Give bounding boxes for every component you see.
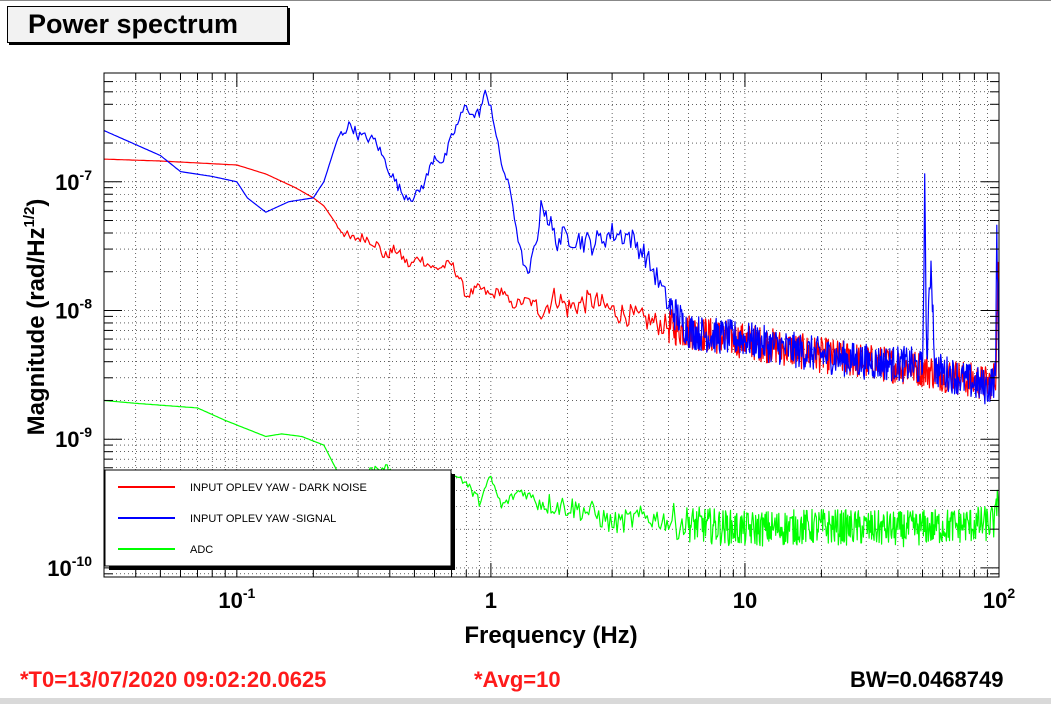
y-axis-label: Magnitude (rad/Hz1/2) <box>21 199 50 436</box>
x-tick-label: 10-1 <box>218 585 255 613</box>
legend-label-dark-noise: INPUT OPLEV YAW - DARK NOISE <box>190 482 367 494</box>
footer-averages: *Avg=10 <box>474 667 561 692</box>
y-tick-label: 10-10 <box>47 553 92 581</box>
legend: INPUT OPLEV YAW - DARK NOISE INPUT OPLEV… <box>104 469 455 570</box>
y-axis-label-close: ) <box>23 199 50 207</box>
y-axis-label-exponent: 1/2 <box>21 207 38 228</box>
plot-frame <box>103 72 1000 578</box>
x-tick-label: 1 <box>485 588 497 613</box>
status-strip <box>0 698 1051 704</box>
y-tick-label: 10-9 <box>55 424 92 452</box>
legend-label-adc: ADC <box>190 544 213 556</box>
y-tick-label: 10-8 <box>55 295 92 323</box>
legend-label-signal: INPUT OPLEV YAW -SIGNAL <box>190 513 336 525</box>
y-tick-label: 10-7 <box>55 167 92 195</box>
x-axis-label: Frequency (Hz) <box>464 622 637 649</box>
x-tick-label: 102 <box>983 585 1015 613</box>
tick-labels: 10-1 1 10 102 10-10 10-9 10-8 10-7 <box>47 167 1015 613</box>
footer-start-time: *T0=13/07/2020 09:02:20.0625 <box>20 667 327 692</box>
footer-bandwidth: BW=0.0468749 <box>850 667 1004 692</box>
title-box: Power spectrum <box>7 6 288 43</box>
x-tick-label: 10 <box>733 588 757 613</box>
page-title: Power spectrum <box>28 9 239 39</box>
y-axis-label-main: Magnitude (rad/Hz <box>23 227 50 435</box>
series-signal <box>103 89 1000 405</box>
